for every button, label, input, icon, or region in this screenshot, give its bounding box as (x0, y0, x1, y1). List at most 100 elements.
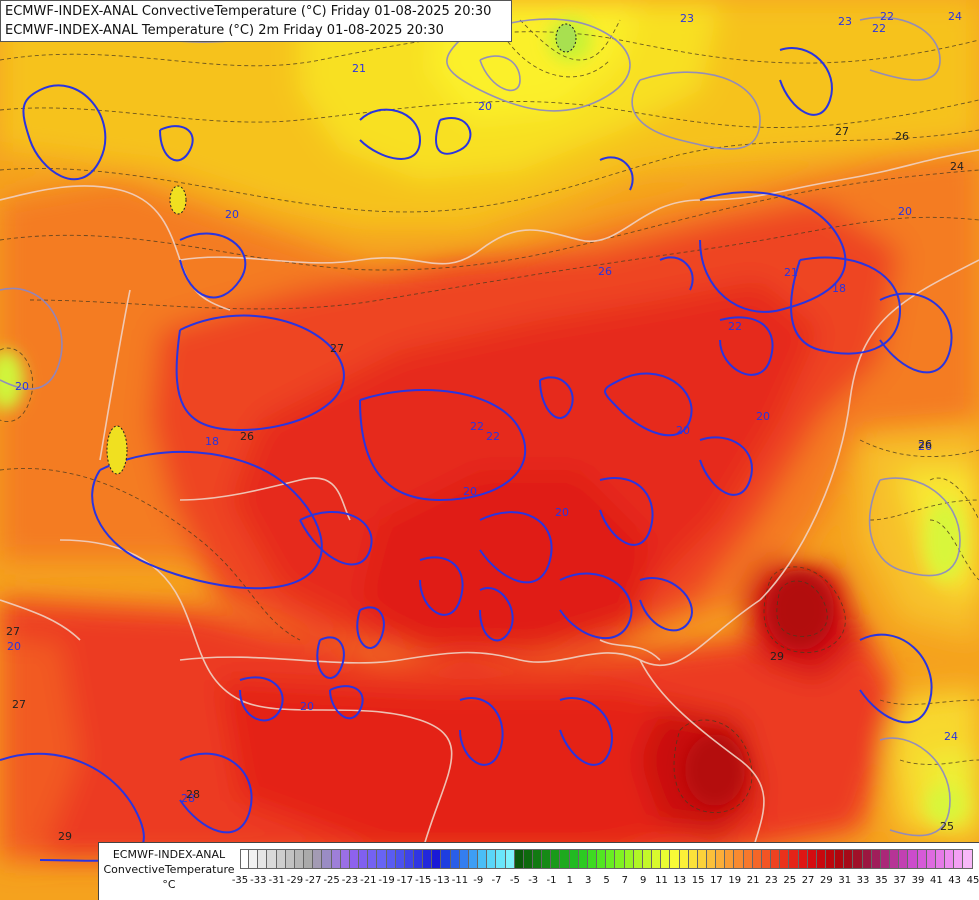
legend-title: ECMWF-INDEX-ANAL ConvectiveTemperature °… (99, 843, 239, 900)
legend-swatch (679, 849, 689, 869)
clabel: 24 (948, 10, 962, 23)
legend-tick-label: -5 (509, 875, 520, 886)
legend-ticks: -35 -33 -31 -29 -27 -25 -23 -21 -19 -17 -15 -13 -11-… (232, 875, 979, 891)
legend-swatch (725, 849, 735, 869)
legend-swatch (533, 849, 543, 869)
temperature-field (0, 0, 979, 860)
legend-tick-label: -33 (250, 875, 267, 886)
legend-swatch (615, 849, 625, 869)
legend-swatch (331, 849, 341, 869)
legend-swatch (890, 849, 900, 869)
legend-tick-label: 7 (621, 875, 628, 886)
legend-swatch (862, 849, 872, 869)
legend-swatch (633, 849, 643, 869)
clabel: 21 (352, 62, 366, 75)
legend-swatch (551, 849, 561, 869)
legend-swatch (313, 849, 323, 869)
legend-unit: °C (162, 878, 176, 891)
color-legend: ECMWF-INDEX-ANAL ConvectiveTemperature °… (98, 842, 979, 900)
legend-swatch (826, 849, 836, 869)
legend-swatch (780, 849, 790, 869)
legend-tick-label: 11 (655, 875, 668, 886)
legend-swatch (276, 849, 286, 869)
legend-tick-label: -27 (305, 875, 322, 886)
title-temperature-2m: ECMWF-INDEX-ANAL Temperature (°C) 2m Fri… (5, 23, 444, 38)
legend-swatch (377, 849, 387, 869)
convective-contours (0, 47, 953, 862)
legend-swatches (240, 849, 973, 869)
clabel: 26 (918, 440, 932, 453)
legend-variable: ConvectiveTemperature (103, 863, 235, 876)
legend-tick-label: -19 (378, 875, 395, 886)
legend-swatch (597, 849, 607, 869)
clabel: 20 (555, 506, 569, 519)
title-convective-temperature: ECMWF-INDEX-ANAL ConvectiveTemperature (… (5, 4, 492, 19)
legend-tick-label: -15 (415, 875, 432, 886)
legend-swatch (569, 849, 579, 869)
clabel: 20 (300, 700, 314, 713)
legend-tick-label: 29 (820, 875, 833, 886)
legend-swatch (624, 849, 634, 869)
clabel: 23 (838, 15, 852, 28)
legend-swatch (871, 849, 881, 869)
legend-tick-label: -35 (231, 875, 249, 886)
clabel: 22 (486, 430, 500, 443)
legend-swatch (917, 849, 927, 869)
legend-swatch (459, 849, 469, 869)
legend-swatch (835, 849, 845, 869)
legend-tick-label: -1 (546, 875, 557, 886)
legend-swatch (359, 849, 369, 869)
clabel: 21 (784, 266, 798, 279)
legend-tick-label: -17 (396, 875, 414, 886)
legend-tick-label: -9 (473, 875, 484, 886)
legend-swatch (423, 849, 433, 869)
legend-swatch (652, 849, 662, 869)
legend-swatch (304, 849, 314, 869)
legend-swatch (752, 849, 762, 869)
legend-swatch (688, 849, 698, 869)
clabel: 18 (205, 435, 219, 448)
clabel: 22 (872, 22, 886, 35)
legend-swatch (945, 849, 955, 869)
legend-swatch (789, 849, 799, 869)
legend-swatch (395, 849, 405, 869)
clabel: 26 (918, 438, 932, 451)
legend-tick-label: 23 (765, 875, 778, 886)
legend-swatch (963, 849, 973, 869)
clabel: 23 (680, 12, 694, 25)
clabel: 20 (15, 380, 29, 393)
legend-tick-label: -3 (528, 875, 539, 886)
legend-swatch (798, 849, 808, 869)
legend-swatch (935, 849, 946, 869)
legend-tick-label: 35 (875, 875, 888, 886)
legend-swatch (587, 849, 598, 869)
legend-swatch (523, 849, 533, 869)
legend-swatch (771, 849, 781, 869)
clabel: 26 (598, 265, 612, 278)
clabel: 28 (186, 788, 200, 801)
clabel: 20 (478, 100, 492, 113)
legend-swatch (478, 849, 488, 869)
legend-swatch (285, 849, 295, 869)
legend-swatch (926, 849, 936, 869)
legend-swatch (468, 849, 479, 869)
legend-tick-label: 5 (603, 875, 610, 886)
legend-swatch (807, 849, 817, 869)
legend-tick-label: 41 (929, 875, 943, 886)
clabel: 18 (832, 282, 846, 295)
legend-swatch (853, 849, 863, 869)
legend-tick-label: 25 (783, 875, 797, 886)
legend-tick-label: 13 (673, 875, 687, 886)
clabel: 26 (895, 130, 909, 143)
legend-model: ECMWF-INDEX-ANAL (112, 848, 226, 861)
legend-swatch (743, 849, 753, 869)
legend-swatch (706, 849, 717, 869)
legend-swatch (642, 849, 653, 869)
legend-swatch (368, 849, 378, 869)
legend-swatch (432, 849, 442, 869)
hatched-areas (106, 23, 577, 475)
legend-swatch (670, 849, 680, 869)
legend-tick-label: -25 (323, 875, 340, 886)
legend-tick-label: 37 (893, 875, 907, 886)
